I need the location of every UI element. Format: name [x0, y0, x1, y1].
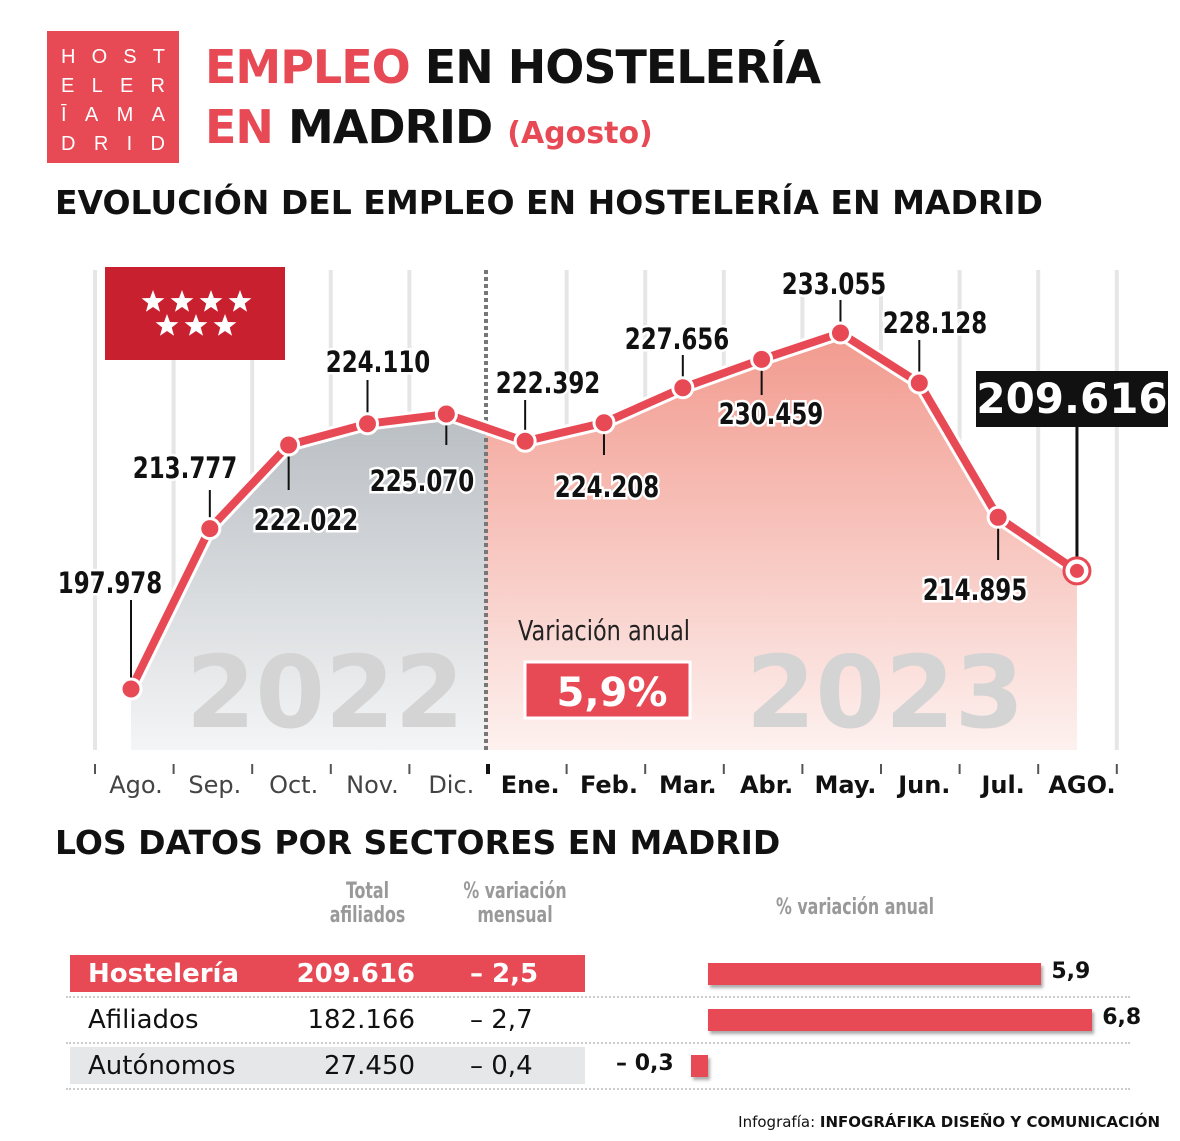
area-2023 — [486, 333, 1077, 750]
data-label: 197.978 — [58, 568, 163, 601]
row-mensual: – 2,7 — [470, 1004, 533, 1035]
x-tick-label: Feb. — [580, 771, 638, 799]
x-tick-label: Ene. — [501, 771, 560, 799]
table-row: Afiliados 182.166 – 2,7 — [70, 1001, 585, 1038]
data-label: 214.895 — [923, 575, 1028, 608]
x-tick-label: AGO. — [1048, 771, 1115, 799]
data-point — [198, 517, 222, 541]
star-icon — [141, 290, 165, 312]
current-data-point-center — [1069, 563, 1084, 578]
data-label: 213.777 — [133, 453, 238, 486]
table-row: Hostelería 209.616 – 2,5 — [70, 955, 585, 992]
data-point — [671, 376, 695, 400]
annual-variation-label: – 0,3 — [616, 1051, 674, 1076]
annotation-label: Variación anual — [518, 613, 690, 646]
x-tick-label: Nov. — [346, 771, 399, 799]
annual-variation-bar — [691, 1055, 708, 1077]
x-tick-label: Oct. — [269, 771, 318, 799]
data-label: 222.392 — [496, 368, 601, 401]
annual-variation-label: 6,8 — [1102, 1005, 1142, 1030]
annotation-value: 5,9% — [557, 670, 668, 716]
data-point — [277, 433, 301, 457]
x-tick-label: Ago. — [109, 771, 163, 799]
x-tick-label: Abr. — [740, 771, 793, 799]
star-icon — [170, 290, 194, 312]
data-label: 224.208 — [555, 472, 660, 505]
star-icon — [184, 314, 208, 336]
row-divider — [66, 996, 1130, 998]
row-total: 182.166 — [307, 1004, 415, 1035]
data-point — [513, 429, 537, 453]
footer-credit: Infografía: INFOGRÁFIKA DISEÑO Y COMUNIC… — [738, 1113, 1160, 1131]
year-label-2022: 2022 — [186, 634, 464, 751]
section-title-sectors: LOS DATOS POR SECTORES EN MADRID — [55, 823, 781, 862]
data-label: 227.656 — [625, 324, 730, 357]
x-tick-label: May. — [815, 771, 877, 799]
section-title-evolution: EVOLUCIÓN DEL EMPLEO EN HOSTELERÍA EN MA… — [55, 183, 1043, 222]
row-total: 27.450 — [324, 1050, 415, 1081]
x-tick-label: Jun. — [896, 771, 950, 799]
row-mensual: – 0,4 — [470, 1050, 533, 1081]
current-value-box — [976, 371, 1168, 427]
x-tick-label: Dic. — [428, 771, 474, 799]
data-point — [434, 402, 458, 426]
annual-variation-bar — [708, 1009, 1093, 1031]
star-icon — [213, 314, 237, 336]
header-anual: % variación anual — [775, 895, 935, 920]
current-value-label: 209.616 — [976, 374, 1167, 423]
data-label: 225.070 — [370, 466, 475, 499]
x-tick-label: Mar. — [659, 771, 717, 799]
row-divider — [66, 1088, 1130, 1090]
data-point — [355, 412, 379, 436]
annotation-box — [523, 660, 692, 720]
data-point — [828, 321, 852, 345]
row-name: Hostelería — [88, 958, 239, 989]
header-mensual: % variación mensual — [463, 879, 567, 928]
data-label: 224.110 — [326, 347, 431, 380]
star-icon — [155, 314, 179, 336]
data-point — [750, 347, 774, 371]
x-tick-label: Sep. — [188, 771, 241, 799]
data-label: 230.459 — [719, 399, 824, 432]
area-2022 — [131, 414, 486, 750]
star-icon — [199, 290, 223, 312]
star-icon — [228, 290, 252, 312]
header-total: Total afiliados — [329, 879, 406, 928]
data-label: 222.022 — [254, 505, 359, 538]
row-name: Afiliados — [88, 1004, 199, 1035]
annual-variation-label: 5,9 — [1051, 959, 1091, 984]
row-divider — [66, 1042, 1130, 1044]
annual-variation-bar — [708, 963, 1042, 985]
data-point — [592, 411, 616, 435]
x-tick-label: Jul. — [979, 771, 1024, 799]
line-chart: 2022 2023 Ago. Sep. Oct. Nov. Dic. Ene. Feb. Mar.… — [57, 267, 1168, 799]
data-point — [907, 371, 931, 395]
madrid-flag-icon — [105, 267, 285, 360]
page-title-line2: EN MADRID (Agosto) — [205, 100, 653, 154]
row-mensual: – 2,5 — [470, 958, 539, 989]
data-point — [986, 505, 1010, 529]
row-total: 209.616 — [296, 958, 415, 989]
page-title: EMPLEO EN HOSTELERÍA — [205, 40, 821, 94]
data-label: 233.055 — [782, 269, 887, 302]
data-point — [119, 677, 143, 701]
table-row: Autónomos 27.450 – 0,4 — [70, 1047, 585, 1084]
data-label: 228.128 — [883, 308, 988, 341]
year-label-2023: 2023 — [746, 634, 1024, 751]
row-name: Autónomos — [88, 1050, 236, 1081]
